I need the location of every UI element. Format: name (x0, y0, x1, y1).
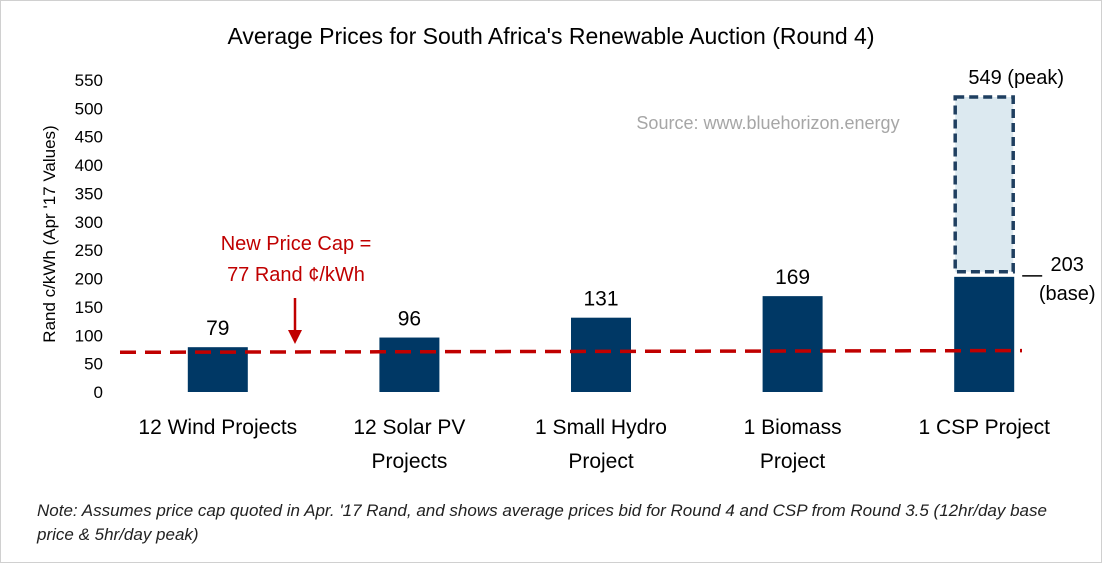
bar (571, 317, 631, 392)
source-label: Source: www.bluehorizon.energy (636, 113, 899, 133)
base-label: (base) (1039, 283, 1096, 305)
y-tick-label: 150 (75, 298, 103, 317)
y-tick-label: 250 (75, 241, 103, 260)
x-tick-label: Project (568, 450, 634, 473)
y-tick-label: 50 (84, 355, 103, 374)
axes: 0 50 100 150 200 250 300 350 400 450 500 550 12 Wind… (75, 71, 1050, 473)
data-label: 131 (583, 288, 618, 311)
price-cap-line (119, 348, 1023, 355)
y-tick-label: 200 (75, 270, 103, 289)
y-tick-label: 350 (75, 184, 103, 203)
y-tick-label: 100 (75, 326, 103, 345)
bars: 79 96 131 169 (187, 266, 1015, 392)
price-cap-arrow-head (288, 330, 302, 344)
data-label: 79 (206, 317, 229, 340)
y-axis-label: Rand c/kWh (Apr '17 Values) (40, 125, 59, 342)
bar (762, 296, 823, 392)
y-tick-label: 550 (75, 71, 103, 90)
y-tick-label: 400 (75, 156, 103, 175)
data-label: 169 (775, 266, 810, 289)
y-tick-label: 450 (75, 128, 103, 147)
x-tick-label: Projects (371, 450, 447, 473)
x-tick-label: 12 Solar PV (353, 416, 465, 439)
price-cap-label: 77 Rand ¢/kWh (227, 264, 365, 286)
x-tick-label: 1 Small Hydro (535, 416, 667, 439)
overlays: 549 (peak) 203 (base) New Price Cap = 77 Ran… (119, 67, 1096, 355)
data-label: 96 (398, 308, 421, 331)
x-tick-label: 12 Wind Projects (138, 416, 297, 439)
price-cap-label: New Price Cap = (221, 233, 372, 255)
bar-chart: Average Prices for South Africa's Renewa… (40, 23, 1096, 473)
peak-box (953, 95, 1015, 274)
bar (187, 347, 248, 392)
bar (379, 337, 440, 392)
peak-label: 549 (peak) (968, 67, 1064, 89)
y-tick-label: 500 (75, 99, 103, 118)
y-tick-label: 300 (75, 213, 103, 232)
x-tick-label: Project (760, 450, 826, 473)
chart-title: Average Prices for South Africa's Renewa… (227, 23, 874, 49)
bar (954, 276, 1015, 392)
x-tick-label: 1 CSP Project (918, 416, 1050, 439)
x-tick-label: 1 Biomass (744, 416, 842, 439)
base-label: 203 (1051, 254, 1084, 276)
footnote: Note: Assumes price cap quoted in Apr. '… (37, 501, 1047, 544)
y-tick-label: 0 (94, 383, 103, 402)
